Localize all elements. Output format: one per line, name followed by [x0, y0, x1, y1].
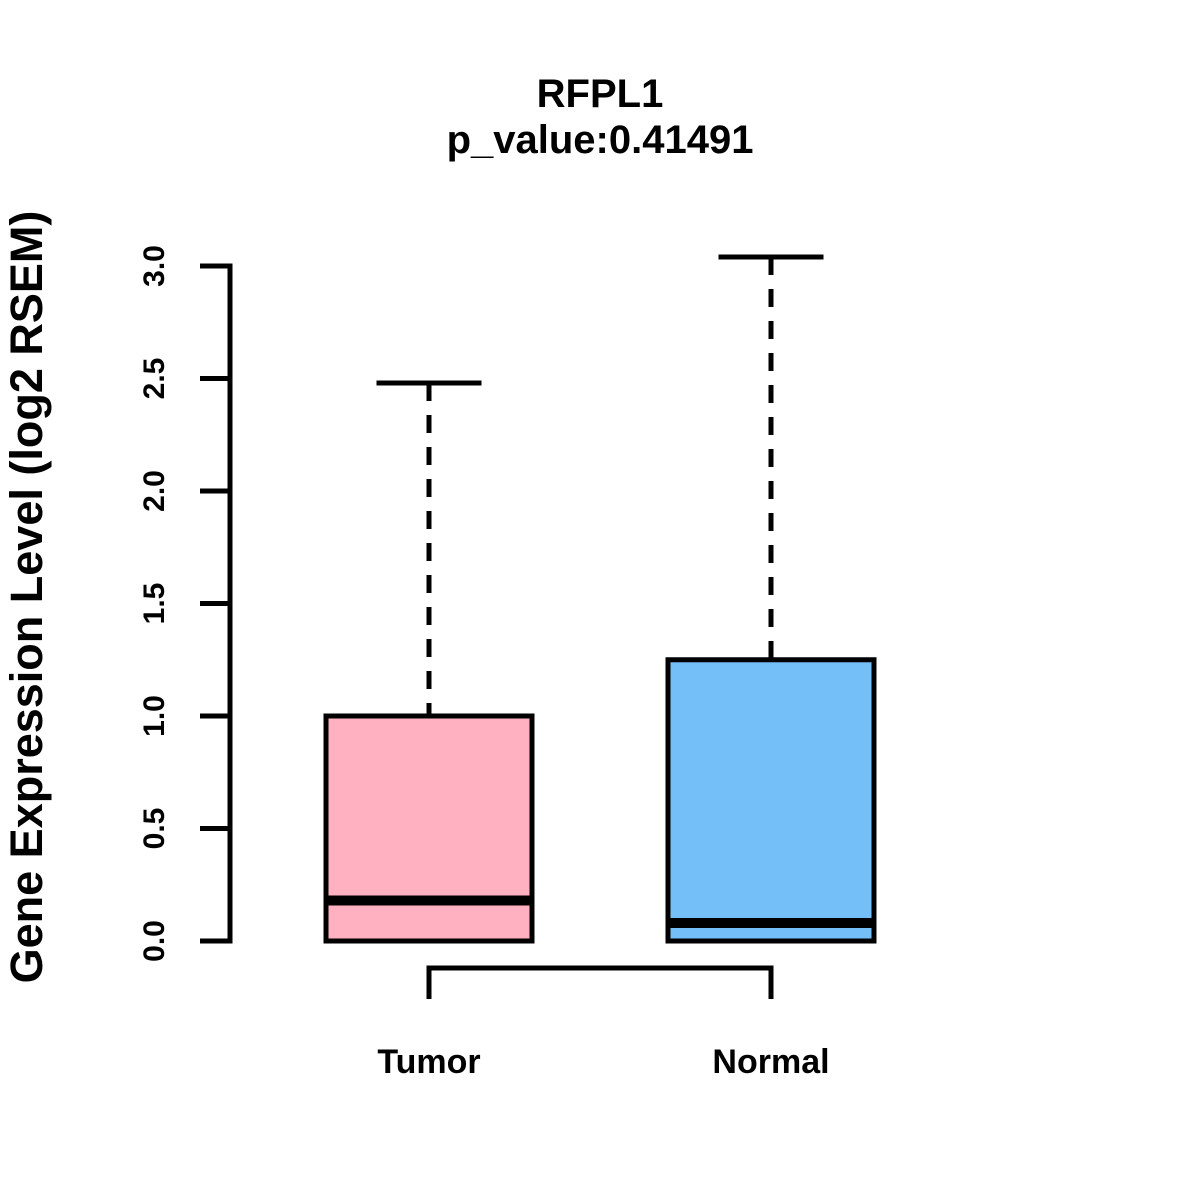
group-label-normal: Normal — [712, 1043, 829, 1081]
y-tick-label: 1.0 — [138, 695, 171, 737]
y-tick-label: 2.0 — [138, 470, 171, 512]
y-tick-label: 0.5 — [138, 808, 171, 850]
group-label-tumor: Tumor — [377, 1043, 480, 1081]
chart-subtitle: p_value:0.41491 — [447, 118, 754, 162]
box-normal — [665, 657, 877, 944]
comparison-bracket — [426, 965, 774, 999]
y-tick-label: 1.5 — [138, 583, 171, 625]
y-tick-label: 0.0 — [138, 920, 171, 962]
y-axis-title: Gene Expression Level (log2 RSEM) — [1, 211, 52, 984]
chart-title: RFPL1 — [537, 72, 664, 116]
box-tumor — [323, 713, 535, 944]
plot-dynamic-layer: 0.0 0.5 1.0 1.5 2.0 2.5 3.0 Tumor Normal — [138, 245, 877, 1081]
y-tick-label: 2.5 — [138, 358, 171, 400]
y-tick-label: 3.0 — [138, 245, 171, 287]
